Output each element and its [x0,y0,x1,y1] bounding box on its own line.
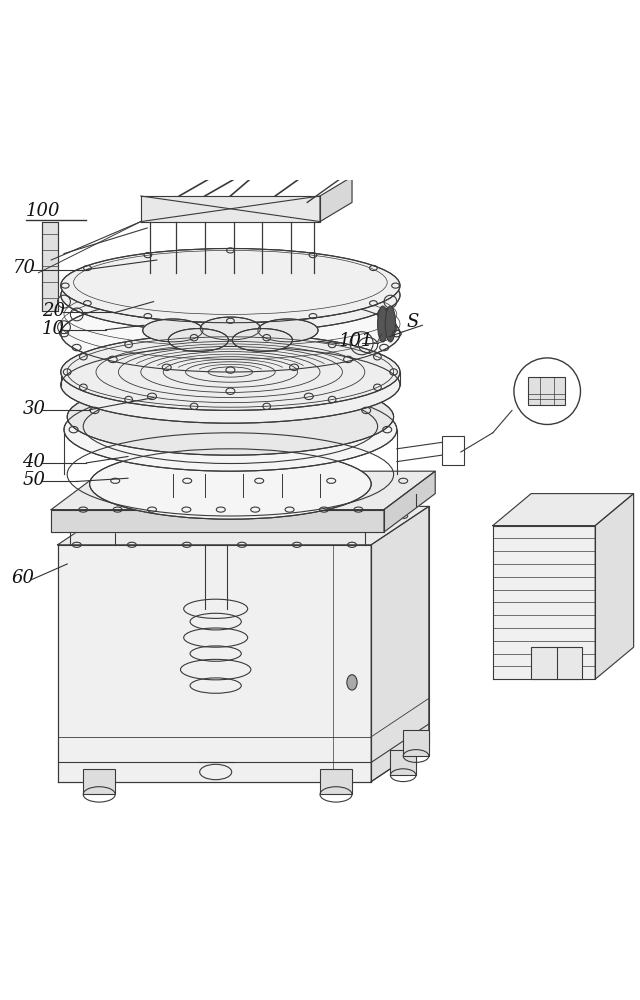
Polygon shape [493,526,595,679]
Ellipse shape [64,388,397,471]
Polygon shape [320,177,352,222]
Bar [531,647,582,679]
Bar [83,769,115,794]
Ellipse shape [378,306,388,342]
Ellipse shape [385,306,396,342]
Ellipse shape [61,248,400,323]
Text: 50: 50 [22,471,45,489]
Polygon shape [493,494,634,526]
Polygon shape [141,196,320,222]
Ellipse shape [168,329,228,351]
Text: 30: 30 [22,400,45,418]
Ellipse shape [347,675,357,690]
Polygon shape [51,510,384,532]
Bar [403,730,429,756]
Text: 101: 101 [339,332,374,350]
Text: 20: 20 [42,302,65,320]
Polygon shape [58,506,429,545]
Ellipse shape [90,449,371,519]
Text: S: S [406,313,419,331]
Polygon shape [595,494,634,679]
Ellipse shape [258,319,318,342]
Polygon shape [384,471,435,532]
Ellipse shape [61,295,400,372]
Bar [442,436,464,465]
Ellipse shape [200,317,260,340]
Ellipse shape [61,334,400,410]
Polygon shape [58,545,371,782]
Ellipse shape [61,258,400,332]
Ellipse shape [232,329,292,351]
Bar [320,769,352,794]
Text: 100: 100 [26,202,60,220]
Ellipse shape [67,378,394,455]
Circle shape [514,358,580,424]
Polygon shape [51,471,435,510]
Text: 40: 40 [22,453,45,471]
Text: 10: 10 [42,320,65,338]
Bar [42,222,58,311]
Bar [390,750,416,775]
Polygon shape [371,506,429,782]
Ellipse shape [61,346,400,423]
Text: 60: 60 [12,569,35,587]
Ellipse shape [143,319,203,342]
Bar [528,377,565,405]
Text: 70: 70 [13,259,36,277]
